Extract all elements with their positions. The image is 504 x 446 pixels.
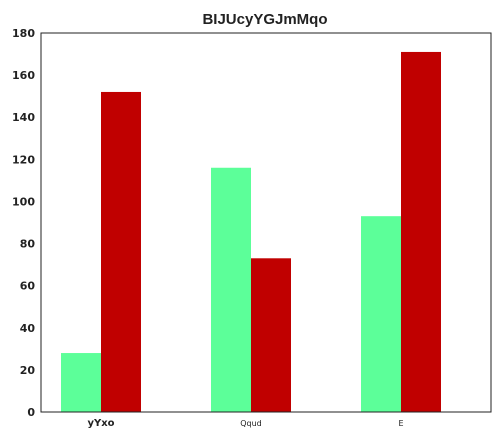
y-tick-label: 100	[12, 195, 35, 208]
bar-series2-E	[401, 51, 441, 412]
bar-series2-Qqud	[251, 258, 291, 412]
bar-series1-E	[361, 216, 401, 412]
y-tick-label: 160	[12, 69, 35, 82]
y-tick-label: 60	[20, 280, 36, 293]
chart-title: BIJUcyYGJmMqo	[202, 11, 327, 28]
y-axis: 0 20 40 60 80 100 120 140 160 180	[12, 27, 35, 419]
y-tick-label: 80	[20, 238, 36, 251]
bars-group	[61, 51, 441, 412]
y-tick-label: 20	[20, 364, 36, 377]
x-tick-label: yYxo	[87, 418, 114, 429]
y-tick-label: 0	[27, 406, 35, 419]
y-tick-label: 40	[20, 322, 36, 335]
bar-series1-Qqud	[211, 167, 251, 412]
y-tick-label: 140	[12, 111, 35, 124]
y-tick-label: 120	[12, 153, 35, 166]
bar-series2-yYxo	[101, 91, 141, 412]
x-tick-label: E	[398, 419, 403, 428]
bar-series1-yYxo	[61, 353, 101, 412]
plot-frame	[40, 32, 492, 413]
x-axis: yYxo Qqud E	[87, 418, 403, 429]
x-tick-label: Qqud	[240, 419, 262, 428]
y-tick-label: 180	[12, 27, 35, 40]
